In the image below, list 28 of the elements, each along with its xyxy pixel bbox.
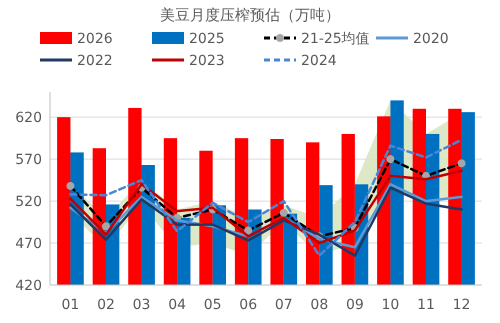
legend-label: 2025 [189,31,225,47]
x-tick-label: 11 [417,297,435,313]
chart-title: 美豆月度压榨预估（万吨） [160,6,340,24]
x-tick-label: 07 [274,297,293,313]
legend-label: 2024 [301,53,337,69]
x-tick-label: 09 [346,297,364,313]
legend-label: 2026 [77,31,113,47]
legend-label: 21-25均值 [301,31,370,47]
y-tick-label: 570 [15,152,42,168]
line-series [69,186,463,257]
line-series [69,170,463,244]
x-tick-label: 06 [239,297,258,313]
legend-label: 2023 [189,53,225,69]
legend-label: 2020 [413,31,449,47]
legend-label: 2022 [77,53,113,69]
x-tick-label: 10 [382,297,400,313]
x-tick-label: 01 [62,297,80,313]
line-series [69,138,463,257]
x-tick-label: 05 [204,297,222,313]
y-tick-label: 420 [15,278,42,294]
y-tick-label: 620 [15,110,42,126]
x-tick-label: 12 [452,297,470,313]
y-tick-label: 470 [15,236,42,252]
x-tick-label: 04 [168,297,186,313]
x-tick-label: 08 [310,297,328,313]
x-tick-label: 03 [132,297,150,313]
x-tick-label: 02 [97,297,115,313]
y-tick-label: 520 [15,194,42,210]
